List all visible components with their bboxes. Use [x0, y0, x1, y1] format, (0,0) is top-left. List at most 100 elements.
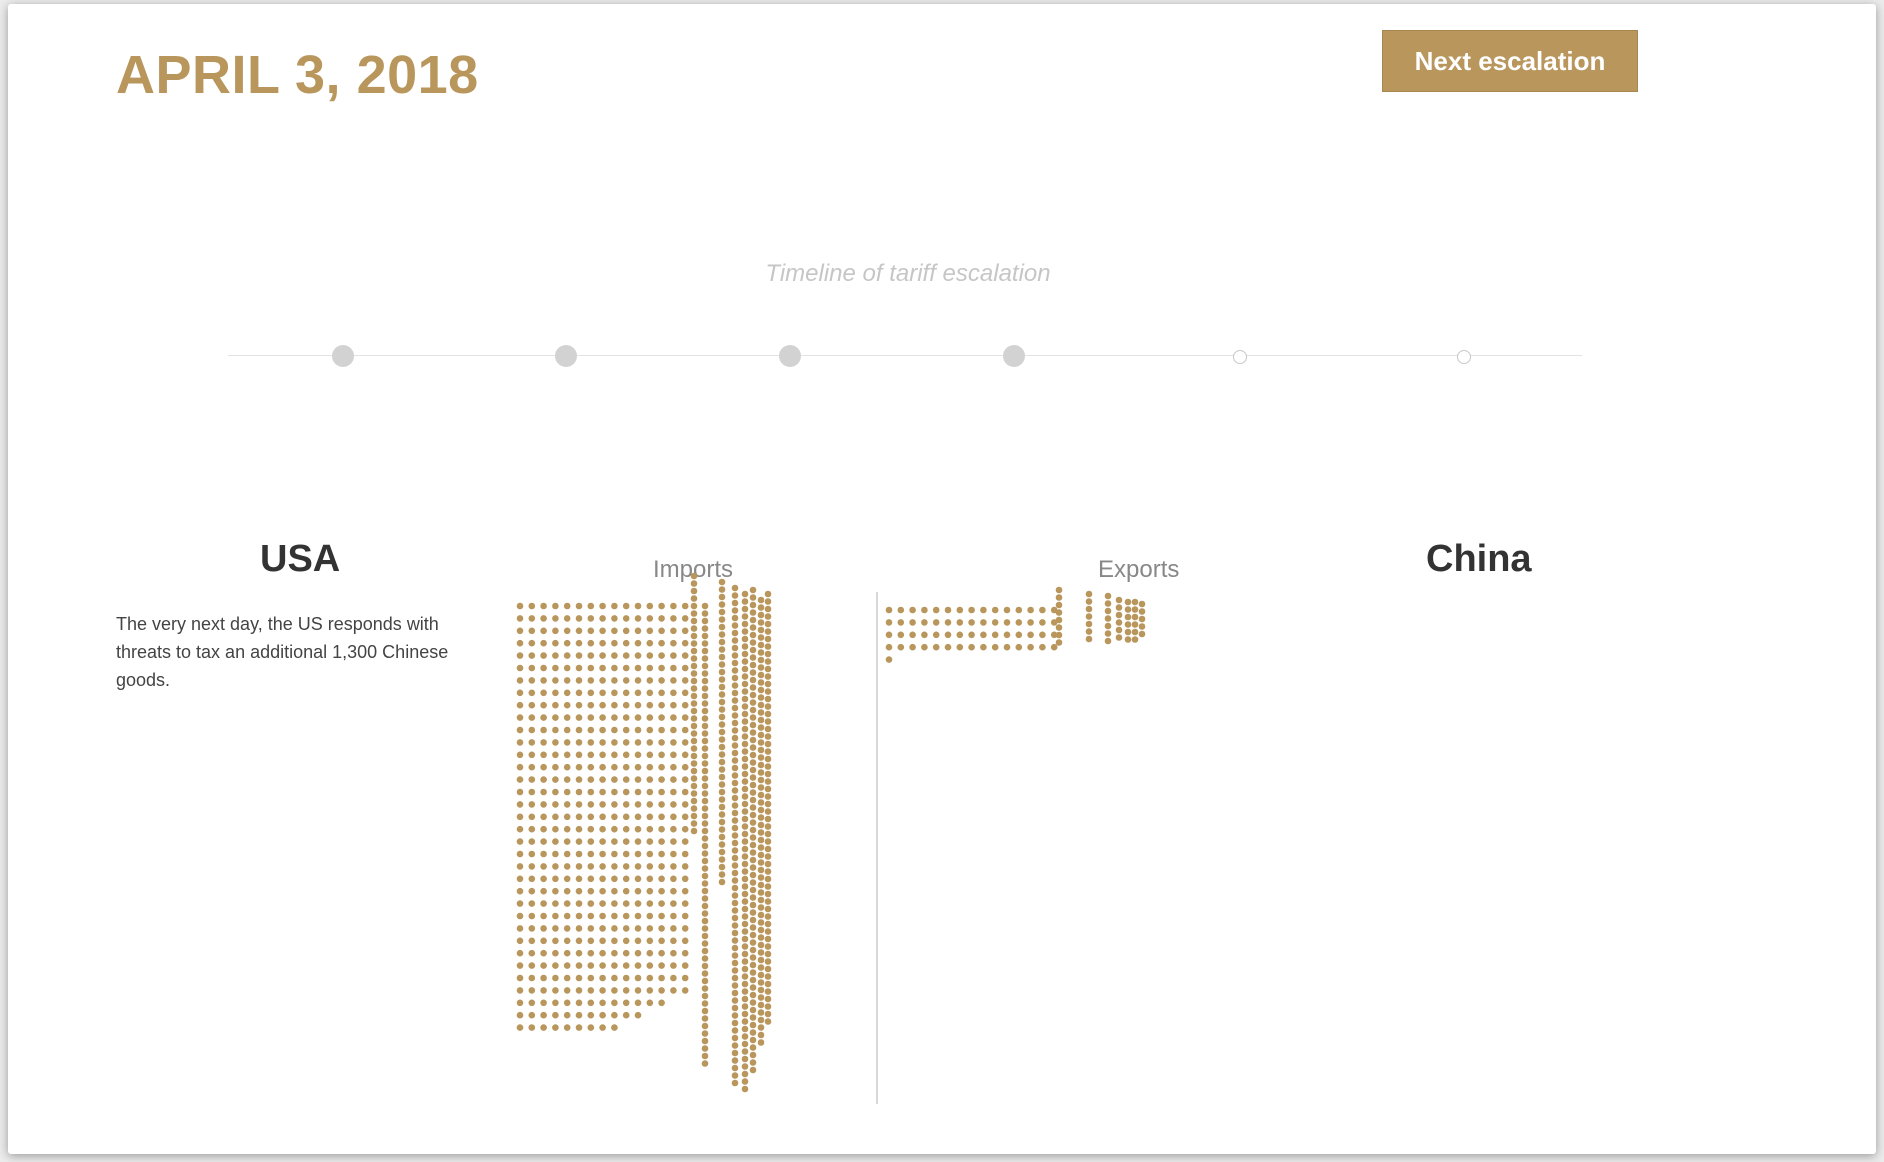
- trade-dot: [921, 606, 928, 614]
- trade-dot: [516, 813, 524, 821]
- trade-dot: [563, 776, 571, 783]
- trade-dot: [563, 627, 571, 635]
- trade-dot: [528, 763, 536, 771]
- trade-dot: [757, 701, 765, 709]
- trade-dot: [764, 620, 772, 628]
- trade-dot: [1138, 623, 1146, 630]
- trade-dot: [634, 949, 642, 957]
- trade-dot: [764, 860, 772, 868]
- trade-dot: [690, 700, 698, 707]
- trade-dot: [563, 987, 571, 994]
- trade-dot: [749, 849, 757, 856]
- trade-dot: [658, 974, 665, 982]
- trade-dot: [749, 991, 757, 999]
- trade-dot: [587, 813, 595, 821]
- trade-dot: [749, 939, 757, 946]
- trade-dot: [681, 801, 689, 808]
- trade-dot: [540, 962, 547, 969]
- trade-dot: [563, 763, 571, 771]
- trade-dot: [991, 619, 999, 626]
- trade-dot: [516, 677, 524, 684]
- trade-dot: [552, 875, 559, 883]
- timeline-point-4[interactable]: [1003, 345, 1025, 367]
- trade-dot: [764, 658, 772, 665]
- trade-dot: [646, 838, 654, 845]
- trade-dot: [552, 974, 559, 982]
- trade-dot: [575, 788, 583, 796]
- trade-dot: [658, 801, 665, 808]
- trade-dot: [718, 616, 726, 623]
- trade-dot: [611, 801, 618, 808]
- trade-dot: [575, 677, 583, 684]
- trade-dot: [1085, 598, 1093, 605]
- trade-dot: [757, 746, 765, 754]
- trade-dot: [646, 987, 654, 994]
- timeline-point-1[interactable]: [332, 345, 354, 367]
- trade-dot: [563, 937, 571, 945]
- trade-dot: [701, 737, 709, 745]
- trade-dot: [528, 925, 536, 932]
- trade-dot: [749, 924, 757, 931]
- trade-dot: [634, 776, 642, 783]
- trade-dot: [731, 884, 739, 892]
- trade-dot: [528, 714, 536, 721]
- trade-dot: [690, 655, 698, 662]
- trade-dot: [749, 811, 757, 819]
- timeline-point-5[interactable]: [1233, 350, 1247, 364]
- trade-dot: [741, 785, 749, 793]
- trade-dot: [670, 801, 677, 808]
- trade-dot: [764, 943, 772, 950]
- trade-dot: [552, 863, 559, 870]
- trade-dot: [599, 875, 606, 883]
- trade-dot: [528, 912, 536, 920]
- trade-dot: [587, 974, 595, 982]
- trade-dot: [575, 863, 583, 870]
- trade-dot: [1055, 616, 1063, 624]
- trade-dot: [701, 962, 709, 970]
- trade-dot: [885, 606, 893, 614]
- trade-dot: [528, 788, 536, 796]
- trade-dot: [749, 631, 757, 639]
- trade-dot: [764, 980, 772, 988]
- trade-dot: [749, 699, 757, 706]
- trade-dot: [757, 994, 765, 1001]
- trade-dot: [718, 863, 726, 871]
- trade-dot: [701, 977, 709, 985]
- trade-dot: [1003, 606, 1011, 614]
- trade-dot: [731, 907, 739, 914]
- trade-dot: [1085, 613, 1093, 620]
- trade-dot: [658, 763, 665, 771]
- trade-dot: [741, 620, 749, 628]
- trade-dot: [1124, 628, 1132, 636]
- trade-dot: [516, 639, 524, 647]
- trade-dot: [1115, 604, 1123, 611]
- trade-dot: [575, 751, 583, 759]
- trade-dot: [658, 602, 665, 610]
- trade-dot: [718, 646, 726, 653]
- timeline-point-6[interactable]: [1457, 350, 1471, 364]
- trade-dot: [741, 890, 749, 898]
- next-escalation-button[interactable]: Next escalation: [1382, 30, 1638, 92]
- trade-dot: [599, 863, 606, 870]
- trade-dot: [749, 1014, 757, 1021]
- trade-dot: [599, 937, 606, 945]
- trade-dot: [634, 912, 642, 920]
- trade-dot: [718, 803, 726, 811]
- timeline-point-3[interactable]: [779, 345, 801, 367]
- trade-dot: [731, 667, 739, 674]
- trade-dot: [718, 728, 726, 736]
- trade-dot: [622, 962, 630, 969]
- trade-dot: [690, 587, 698, 595]
- trade-dot: [599, 788, 606, 796]
- trade-dot: [587, 739, 595, 746]
- trade-dot: [968, 643, 975, 651]
- timeline-point-2[interactable]: [555, 345, 577, 367]
- trade-dot: [701, 917, 709, 925]
- trade-dot: [690, 572, 698, 580]
- trade-dot: [749, 909, 757, 916]
- trade-dot: [741, 778, 749, 785]
- trade-dot: [681, 664, 689, 672]
- trade-dot: [646, 999, 654, 1007]
- trade-dot: [516, 863, 524, 870]
- trade-dot: [731, 599, 739, 607]
